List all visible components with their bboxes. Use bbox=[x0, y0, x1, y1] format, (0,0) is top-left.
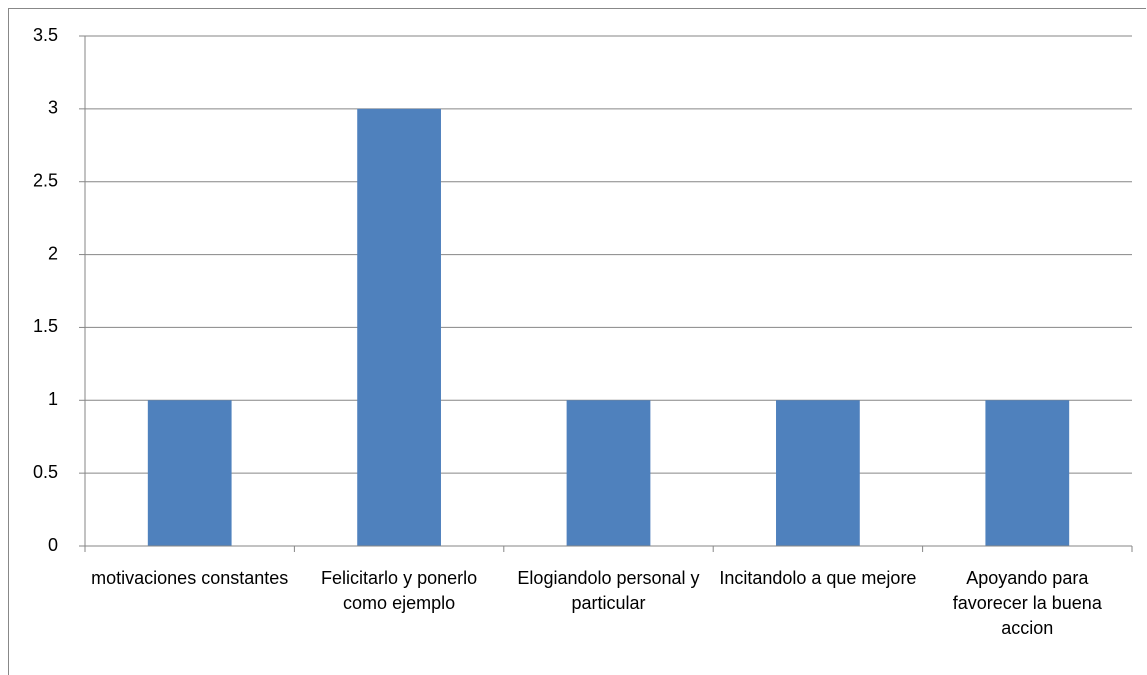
y-tick-label: 0.5 bbox=[33, 462, 58, 482]
x-tick-label: motivaciones constantes bbox=[91, 568, 289, 588]
y-tick-label: 2 bbox=[48, 243, 58, 263]
bar bbox=[566, 400, 651, 546]
chart-border bbox=[8, 8, 1146, 675]
y-tick-label: 1 bbox=[48, 389, 58, 409]
bar bbox=[357, 108, 441, 546]
y-tick-label: 0 bbox=[48, 535, 58, 555]
y-tick-label: 1.5 bbox=[33, 316, 58, 336]
x-tick-label: Elogiandolo personal y particular bbox=[517, 568, 700, 613]
bar bbox=[147, 400, 232, 546]
bar bbox=[776, 400, 860, 546]
x-tick-label: Felicitarlo y ponerlo como ejemplo bbox=[321, 568, 478, 613]
x-tick-label: Apoyando para favorecer la buena accion bbox=[952, 568, 1102, 638]
y-tick-label: 2.5 bbox=[33, 170, 58, 190]
bar bbox=[985, 400, 1070, 546]
y-tick-label: 3 bbox=[48, 98, 58, 118]
y-tick-label: 3.5 bbox=[33, 25, 58, 45]
x-tick-label: Incitandolo a que mejore bbox=[719, 568, 917, 588]
